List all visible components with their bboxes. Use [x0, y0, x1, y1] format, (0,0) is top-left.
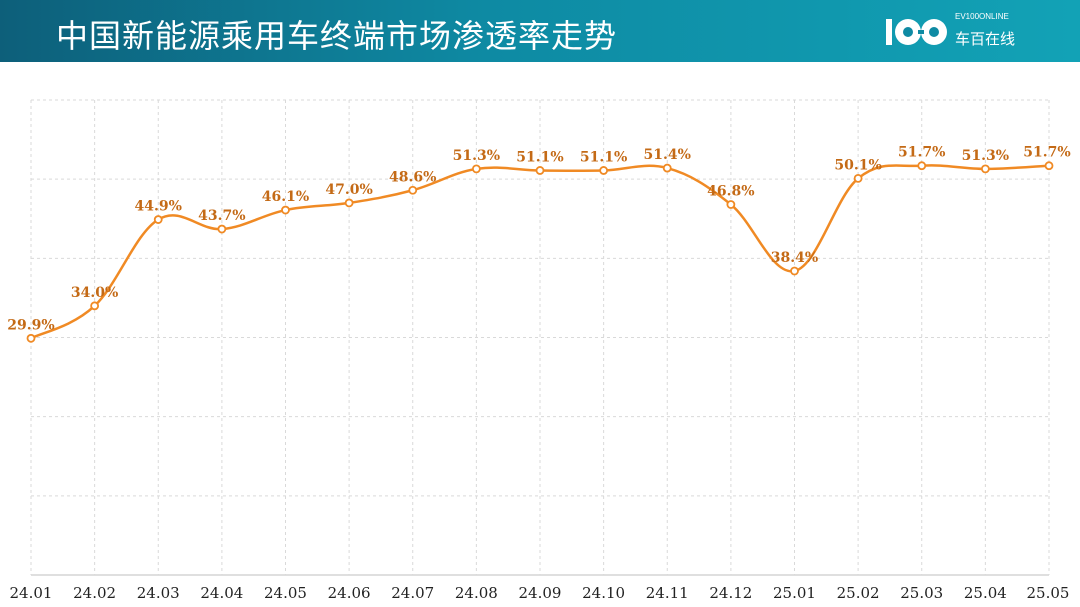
- x-tick-label: 25.03: [900, 584, 943, 602]
- x-tick-label: 24.06: [328, 584, 371, 602]
- data-label: 51.7%: [1023, 145, 1070, 161]
- x-tick-label: 24.08: [455, 584, 498, 602]
- data-point: [281, 205, 290, 215]
- logo-text-cn: 车百在线: [955, 30, 1016, 48]
- data-label: 50.1%: [834, 157, 881, 173]
- data-label: 43.7%: [198, 208, 245, 224]
- data-label: 51.3%: [962, 148, 1009, 164]
- line-chart: 29.9% 34.0% 44.9% 43.7% 46.1% 47.0% 48.6% 51.3%…: [7, 99, 1071, 602]
- x-tick-label: 24.11: [646, 584, 689, 602]
- data-label: 29.9%: [7, 317, 54, 333]
- data-label: 48.6%: [389, 169, 436, 185]
- data-point: [1044, 161, 1054, 171]
- x-tick-label: 25.05: [1027, 584, 1070, 602]
- x-tick-label: 24.12: [709, 584, 752, 602]
- x-tick-label: 24.02: [73, 584, 116, 602]
- data-point: [153, 215, 163, 224]
- data-point: [980, 164, 990, 174]
- x-tick-label: 24.04: [200, 584, 243, 602]
- x-tick-label: 25.01: [773, 584, 816, 602]
- data-point: [344, 198, 354, 208]
- data-point: [726, 200, 736, 209]
- x-tick-label: 24.05: [264, 584, 307, 602]
- data-label: 44.9%: [135, 199, 182, 215]
- data-label: 47.0%: [325, 182, 372, 198]
- x-axis-ticks: 24.01 24.02 24.03 24.04 24.05 24.06 24.07 24.08…: [10, 584, 1070, 602]
- ev100-logo-icon: [886, 19, 947, 45]
- data-point: [853, 173, 863, 183]
- x-tick-label: 24.09: [519, 584, 562, 602]
- chart-markers: [26, 161, 1054, 343]
- x-tick-label: 24.07: [391, 584, 434, 602]
- data-point: [408, 185, 418, 195]
- data-point: [90, 301, 100, 311]
- data-point: [217, 224, 227, 234]
- x-tick-label: 25.02: [837, 584, 880, 602]
- data-point: [599, 166, 609, 175]
- data-point: [26, 333, 36, 343]
- data-label: 51.1%: [580, 149, 627, 165]
- data-point: [790, 266, 799, 276]
- data-point: [471, 164, 481, 174]
- data-point: [535, 166, 545, 175]
- data-point: [662, 163, 672, 173]
- data-point: [917, 161, 927, 171]
- data-label: 38.4%: [771, 250, 818, 266]
- header-bar: 中国新能源乘用车终端市场渗透率走势 EV100ONLINE 车百在线: [0, 0, 1080, 62]
- data-label: 51.1%: [516, 149, 563, 165]
- data-label: 46.8%: [707, 184, 754, 200]
- chart-data-labels: 29.9% 34.0% 44.9% 43.7% 46.1% 47.0% 48.6% 51.3%…: [7, 145, 1070, 334]
- x-tick-label: 24.01: [10, 584, 53, 602]
- data-label: 46.1%: [262, 189, 309, 205]
- data-label: 34.0%: [71, 285, 118, 301]
- logo-text-en: EV100ONLINE: [955, 12, 1009, 21]
- x-tick-label: 24.03: [137, 584, 180, 602]
- chart-grid: [30, 99, 1050, 576]
- data-label: 51.3%: [453, 148, 500, 164]
- data-label: 51.4%: [644, 147, 691, 163]
- page-title: 中国新能源乘用车终端市场渗透率走势: [56, 17, 618, 55]
- x-tick-label: 24.10: [582, 584, 625, 602]
- data-label: 51.7%: [898, 145, 945, 161]
- x-tick-label: 25.04: [964, 584, 1007, 602]
